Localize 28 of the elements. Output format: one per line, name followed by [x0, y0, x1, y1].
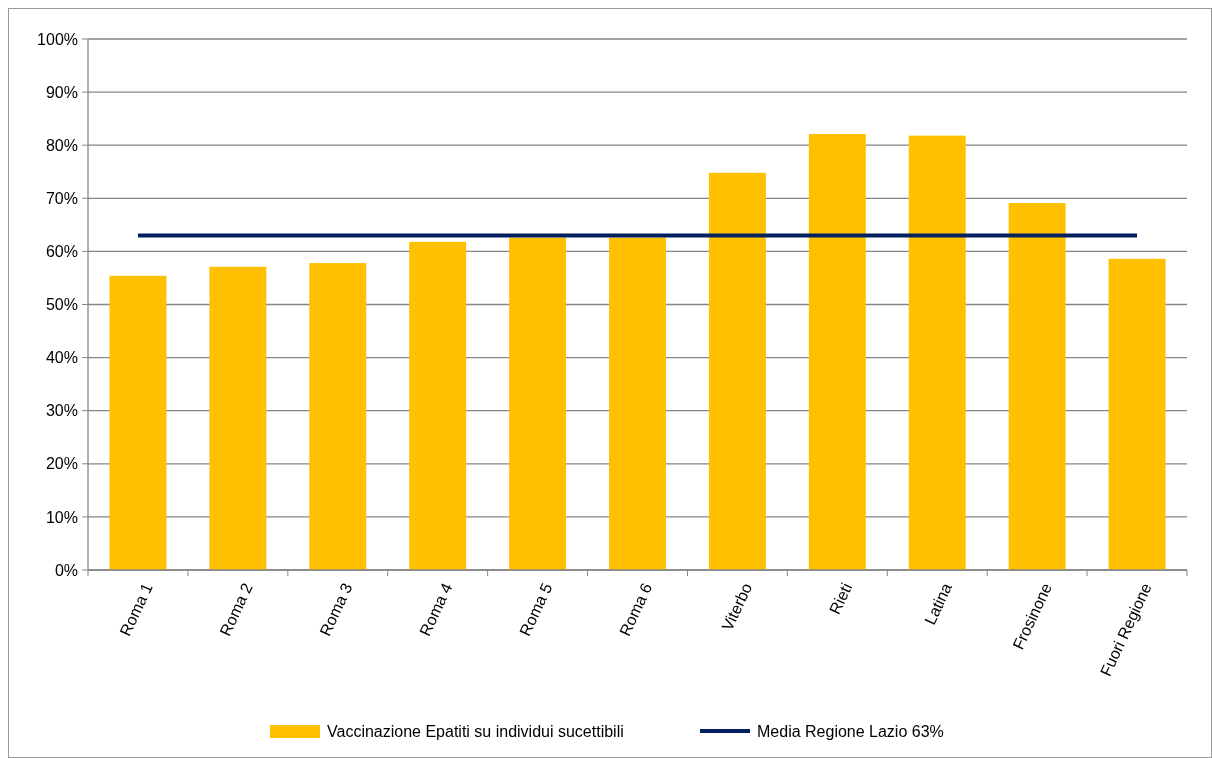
x-tick-label: Roma 3 [316, 580, 356, 639]
bar [209, 266, 267, 570]
y-tick-label: 70% [45, 189, 78, 207]
y-tick-label: 0% [54, 561, 78, 579]
y-tick-label: 90% [45, 83, 78, 101]
y-tick-label: 60% [45, 243, 78, 260]
bar [1108, 258, 1166, 570]
y-tick-label: 20% [45, 455, 78, 473]
bar [409, 241, 467, 570]
legend-label: Vaccinazione Epatiti su individui sucettibili [327, 722, 624, 740]
y-tick-label: 40% [45, 349, 78, 367]
y-tick-label: 50% [45, 296, 78, 314]
bar [1008, 203, 1066, 570]
x-tick-label: Rieti [826, 580, 856, 617]
bar [509, 237, 567, 570]
bar [708, 172, 766, 570]
x-tick-label: Roma 2 [216, 580, 256, 639]
y-tick-label: 30% [45, 402, 78, 420]
bar [309, 263, 367, 570]
y-tick-label: 80% [45, 136, 78, 154]
bar [609, 237, 666, 570]
bar [908, 135, 966, 570]
x-tick-label: Latina [921, 580, 956, 628]
y-tick-label: 100% [37, 30, 78, 48]
bar [109, 275, 167, 570]
bar [808, 134, 866, 570]
legend-label: Media Regione Lazio 63% [757, 722, 944, 740]
y-tick-label: 10% [45, 508, 78, 526]
